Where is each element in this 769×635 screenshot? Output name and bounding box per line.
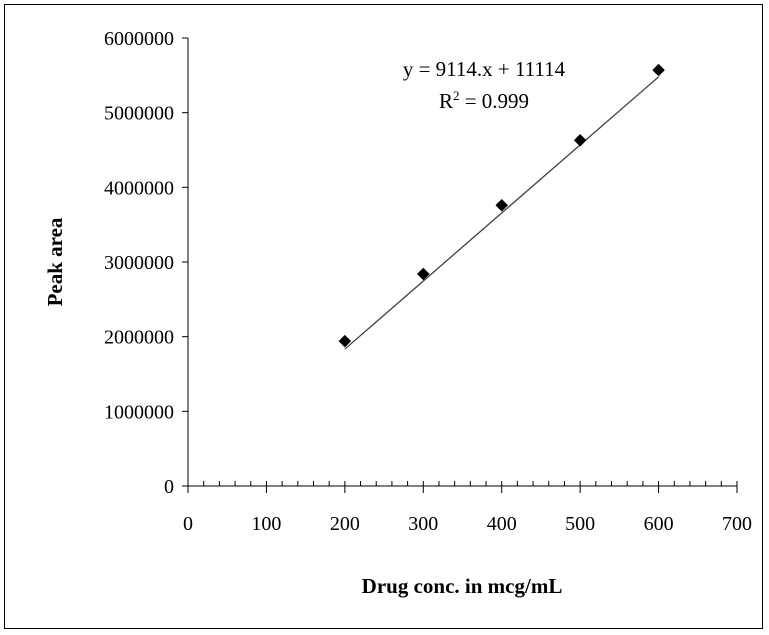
r-squared-prefix: R [439, 89, 453, 113]
axis-ticks [182, 37, 738, 493]
x-tick-label: 0 [183, 513, 193, 535]
y-tick-label: 2000000 [104, 327, 174, 349]
y-tick-label: 5000000 [104, 103, 174, 125]
data-point-diamond [338, 334, 352, 348]
data-point-diamond [652, 63, 665, 77]
x-axis-title: Drug conc. in mcg/mL [362, 574, 563, 598]
y-tick-label: 1000000 [104, 401, 174, 423]
data-point-diamond [495, 198, 509, 212]
trendline-group [344, 76, 659, 350]
y-tick-label: 6000000 [104, 28, 174, 50]
x-tick-label: 700 [722, 513, 752, 535]
data-point-diamond [416, 267, 430, 281]
x-tick-label: 300 [408, 513, 438, 535]
data-point-diamond [573, 133, 587, 147]
x-tick-label: 100 [251, 513, 281, 535]
y-axis-title: Peak area [43, 217, 67, 306]
tick-labels: 0100000020000003000000400000050000006000… [104, 28, 752, 535]
r-squared-value: = 0.999 [459, 89, 529, 113]
y-tick-label: 4000000 [104, 177, 174, 199]
x-tick-label: 600 [644, 513, 674, 535]
r-squared-label: R2 = 0.999 [439, 88, 529, 113]
x-tick-label: 200 [330, 513, 360, 535]
x-tick-label: 500 [565, 513, 595, 535]
data-points [338, 63, 665, 348]
r-squared-superscript: 2 [453, 88, 460, 103]
trendline [344, 76, 659, 350]
trendline-equation: y = 9114.x + 11114 [403, 57, 566, 81]
y-tick-label: 3000000 [104, 252, 174, 274]
x-tick-label: 400 [487, 513, 517, 535]
y-tick-label: 0 [164, 476, 174, 498]
chart-frame [4, 4, 763, 629]
